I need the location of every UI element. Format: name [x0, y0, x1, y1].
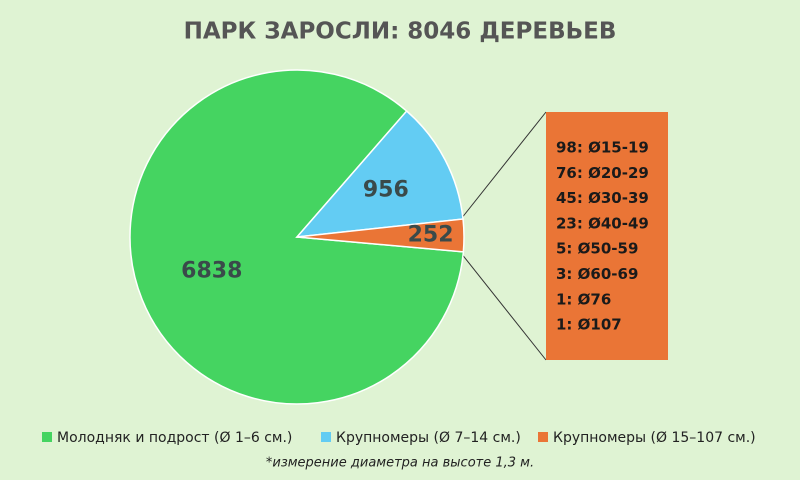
data-label: 6838	[181, 258, 242, 283]
connector	[460, 252, 547, 361]
legend-swatch	[321, 432, 331, 442]
chart-title: ПАРК ЗАРОСЛИ: 8046 ДЕРЕВЬЕВ	[184, 19, 617, 45]
data-label: 252	[408, 223, 454, 248]
breakdown-row: 23: Ø40-49	[556, 214, 649, 232]
breakdown-row: 1: Ø107	[556, 316, 622, 334]
breakdown-row: 45: Ø30-39	[556, 189, 649, 207]
legend-label: Крупномеры (Ø 15–107 см.)	[553, 430, 756, 446]
breakdown-row: 5: Ø50-59	[556, 240, 638, 258]
breakdown-box	[546, 112, 668, 360]
legend-label: Молодняк и подрост (Ø 1–6 см.)	[57, 430, 292, 446]
breakdown-row: 1: Ø76	[556, 290, 611, 308]
pie-slice	[295, 110, 464, 238]
connector	[460, 111, 547, 220]
legend-swatch	[42, 432, 52, 442]
data-label: 956	[363, 178, 409, 203]
pie-slice	[296, 218, 465, 253]
legend-swatch	[538, 432, 548, 442]
legend-label: Крупномеры (Ø 7–14 см.)	[336, 430, 521, 446]
footnote: *измерение диаметра на высоте 1,3 м.	[266, 456, 534, 471]
breakdown-row: 76: Ø20-29	[556, 164, 649, 182]
breakdown-row: 98: Ø15-19	[556, 139, 649, 157]
breakdown-row: 3: Ø60-69	[556, 265, 638, 283]
